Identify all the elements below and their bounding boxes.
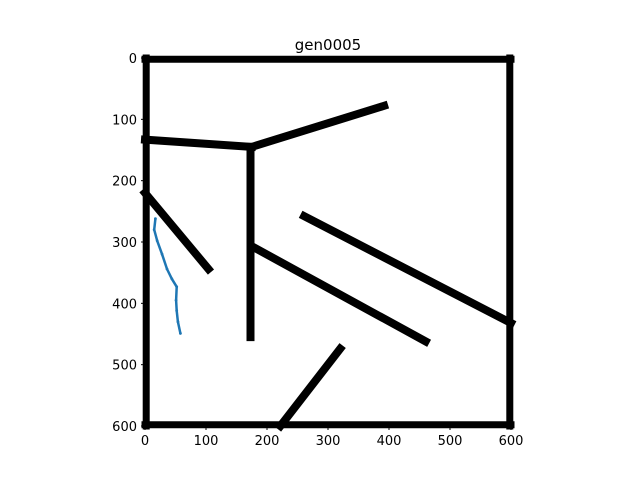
x-axis: 0 100 200 300 400 500 600	[141, 426, 524, 449]
wall-wall-left-diagonal	[139, 187, 215, 275]
y-axis: 0 100 200 300 400 500 600	[112, 52, 145, 435]
chart-title: gen0005	[295, 36, 361, 54]
x-tick-label: 300	[316, 434, 341, 449]
y-tick-label: 0	[129, 52, 137, 67]
trajectory-point	[175, 309, 179, 313]
trajectory-point	[152, 228, 156, 232]
y-tick-label: 100	[112, 113, 137, 128]
trajectory-point	[174, 298, 178, 302]
x-tick-label: 200	[255, 434, 280, 449]
plot-area	[139, 54, 517, 432]
trajectory-point	[175, 285, 179, 289]
y-tick-label: 600	[112, 420, 137, 435]
y-tick-label: 500	[112, 359, 137, 374]
y-tick-label: 200	[112, 175, 137, 190]
x-tick-label: 100	[194, 434, 219, 449]
trajectory-point	[165, 267, 169, 271]
wall-wall-upper-right	[246, 100, 390, 152]
wall-wall-bottom-diagonal	[274, 343, 346, 432]
wall-wall-right-diagonal	[298, 210, 517, 329]
trajectory-point	[155, 239, 159, 243]
trajectory-point	[176, 320, 180, 324]
wall-wall-left-horizontal	[140, 135, 257, 152]
x-tick-label: 0	[141, 434, 149, 449]
y-tick-label: 400	[112, 297, 137, 312]
trajectory-point	[160, 252, 164, 256]
x-tick-label: 400	[377, 434, 402, 449]
trajectory-point	[170, 277, 174, 281]
x-tick-label: 600	[499, 434, 524, 449]
trajectory-point	[154, 217, 157, 221]
y-tick-label: 300	[112, 236, 137, 251]
wall-wall-middle-diagonal	[247, 241, 432, 347]
x-tick-label: 500	[438, 434, 463, 449]
trajectory-point	[179, 332, 182, 335]
